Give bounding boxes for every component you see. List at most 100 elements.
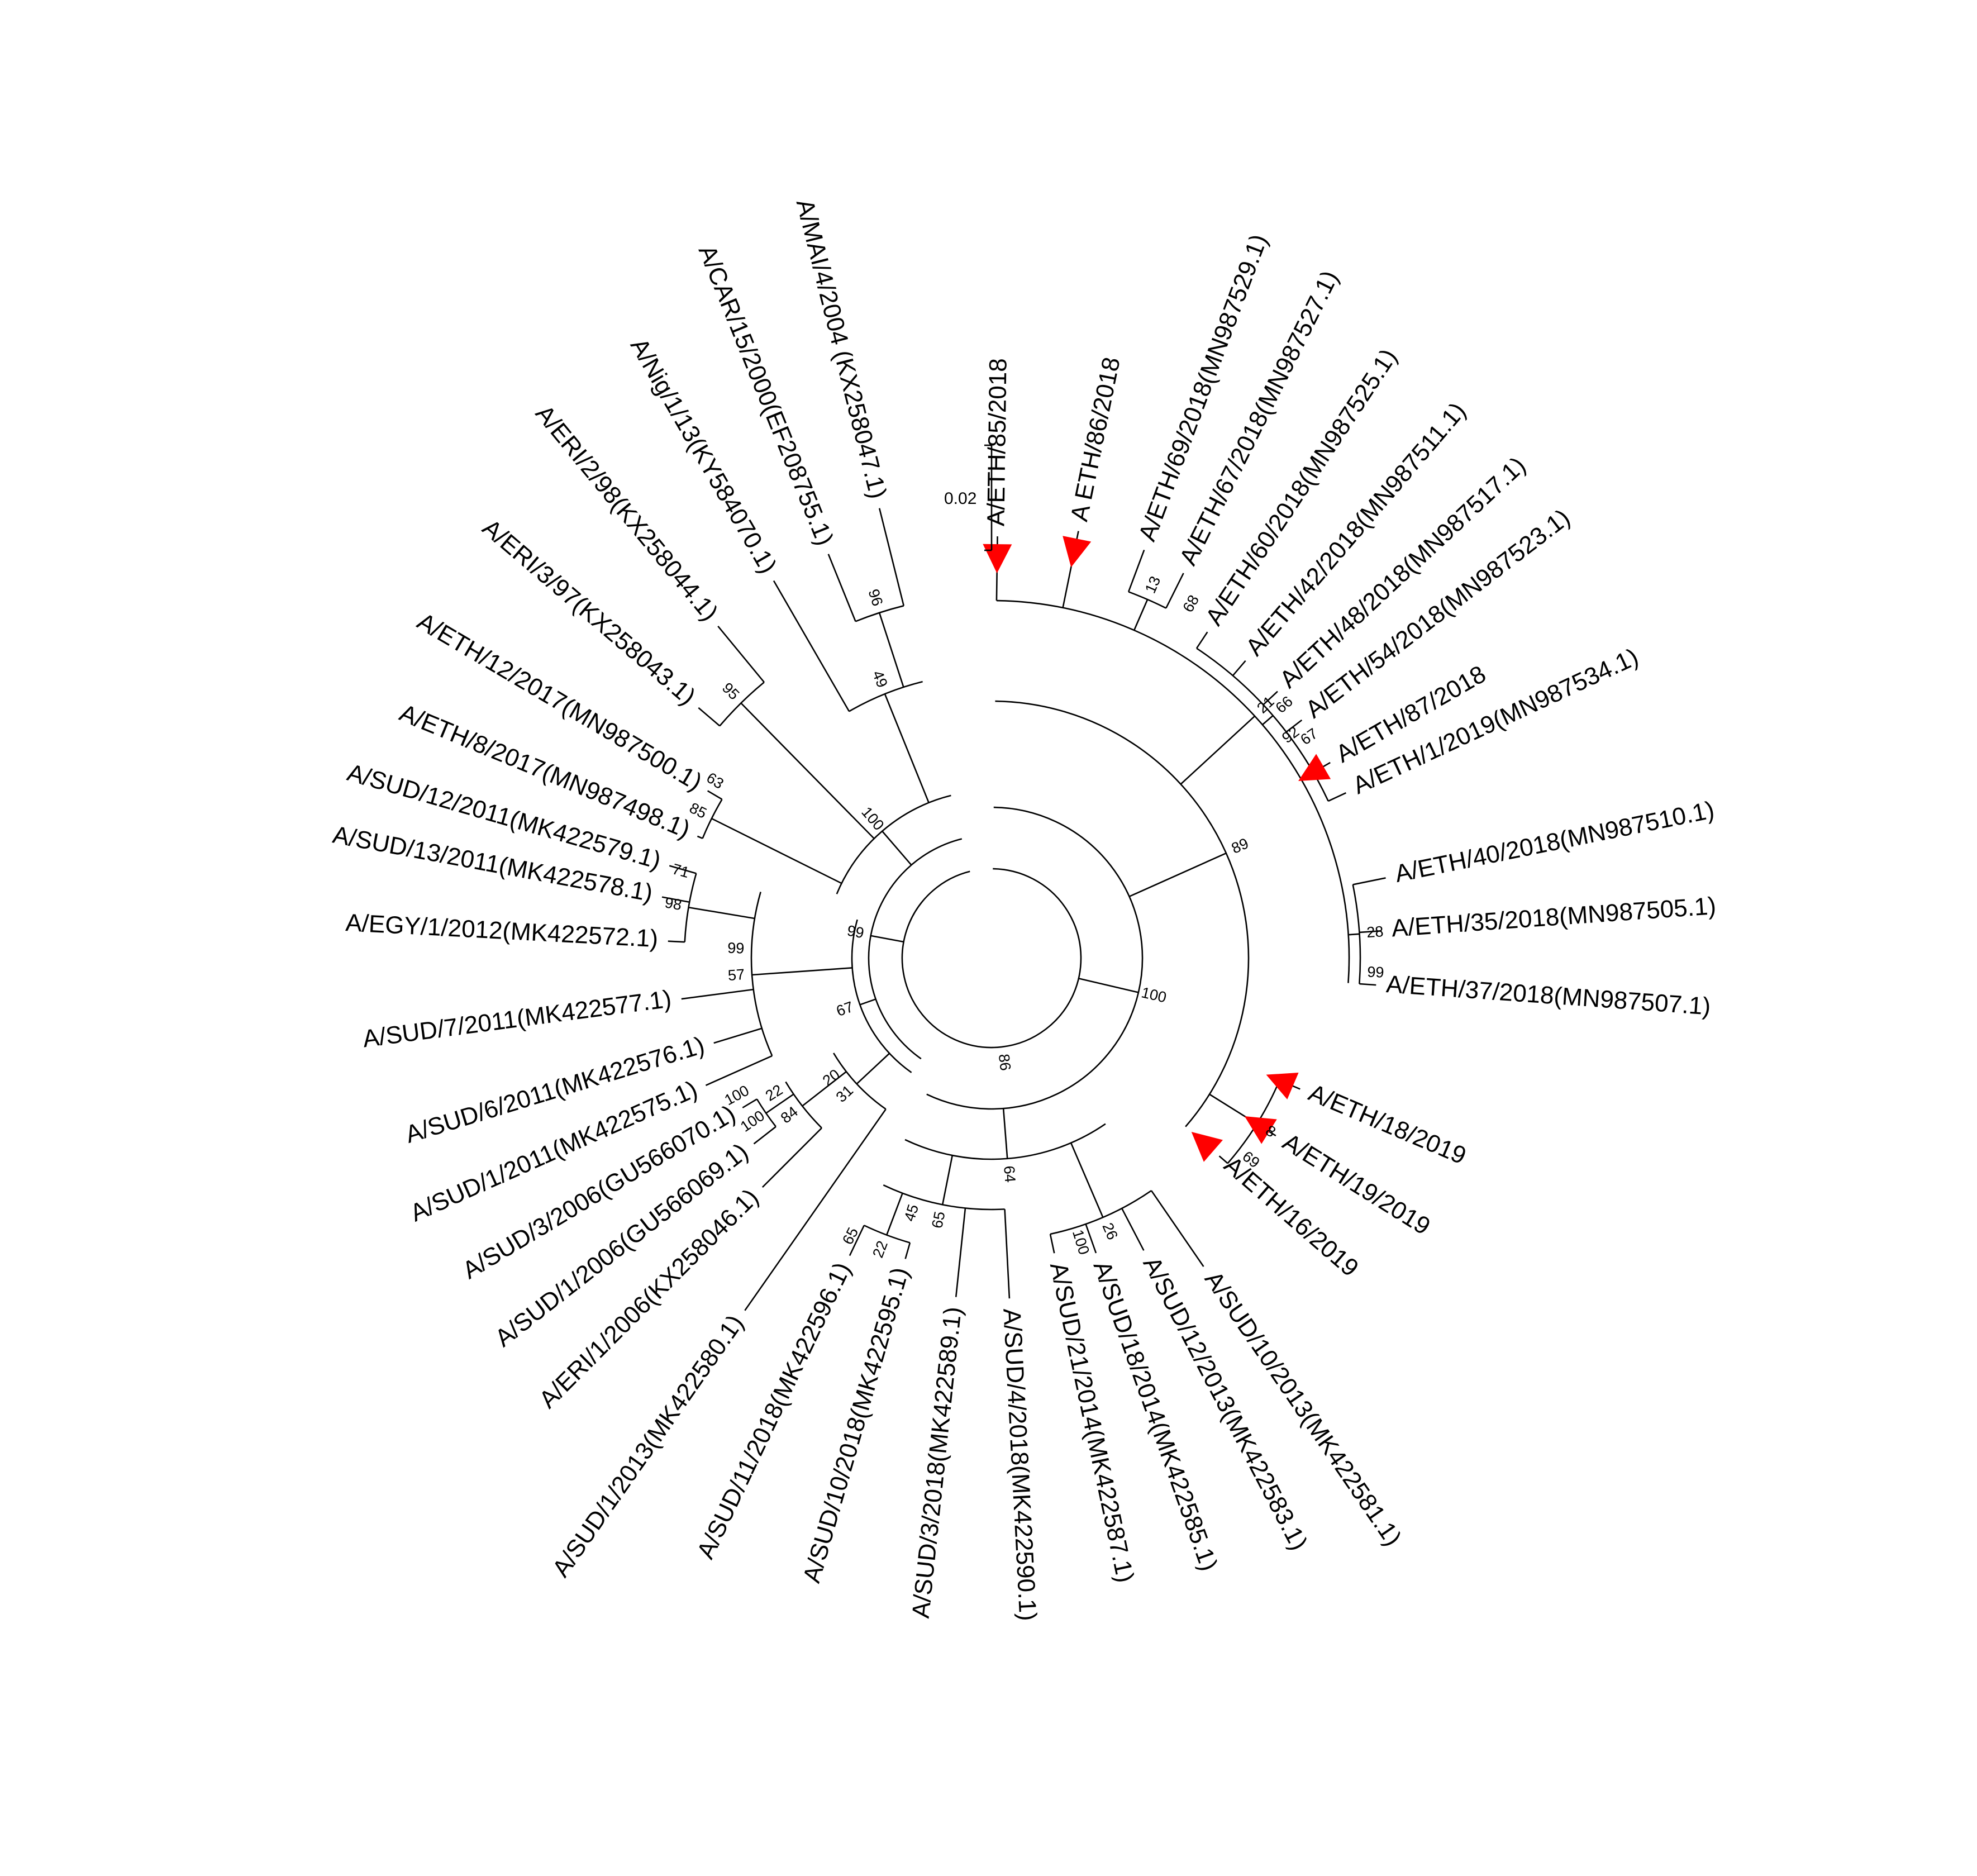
- bootstrap-value: 99: [846, 922, 865, 941]
- internal-branch: [1002, 1108, 1008, 1159]
- bootstrap-value: 57: [727, 966, 745, 984]
- tip-branch: [707, 790, 723, 800]
- taxon-label: A/EGY/1/2012(MK422572.1): [345, 909, 659, 953]
- clade-arc: [719, 682, 765, 727]
- tip-branch: [955, 1208, 966, 1297]
- taxon-label: A/SUD/3/2018(MK422589.1): [907, 1306, 967, 1620]
- red-triangle-marker: [1063, 536, 1092, 568]
- tip-branch: [742, 1098, 758, 1108]
- clade-arc: [868, 838, 963, 1060]
- bootstrap-value: 65: [839, 1225, 861, 1247]
- tip-branch: [827, 554, 856, 622]
- tip-branch: [1121, 1208, 1145, 1251]
- red-triangle-marker: [1266, 1073, 1299, 1099]
- bootstrap-labels: 2181366282665223184100579885954996896410…: [664, 574, 1384, 1260]
- tip-branch: [1127, 549, 1145, 592]
- taxon-label: A/ETH/40/2018(MN987510.1): [1393, 796, 1717, 888]
- bootstrap-value: 49: [869, 668, 891, 690]
- taxon-label: A/MAI/4/2004 (KX258047.1): [791, 197, 892, 502]
- tip-branch: [1195, 631, 1208, 649]
- tip-branch: [761, 1127, 822, 1188]
- tip-branch: [773, 580, 850, 712]
- scale-bar: 0.02: [944, 444, 993, 551]
- taxon-label: A ETH/86/2018: [1065, 355, 1126, 523]
- sample-markers: [983, 536, 1331, 1162]
- bootstrap-value: 99: [727, 940, 745, 957]
- red-triangle-marker: [1191, 1131, 1223, 1162]
- bootstrap-value: 22: [869, 1239, 891, 1260]
- red-triangle-marker: [1298, 754, 1331, 782]
- internal-branch: [1180, 715, 1255, 785]
- tip-branch: [705, 1055, 773, 1086]
- tip-branch: [713, 1027, 763, 1044]
- internal-branch: [1128, 852, 1227, 897]
- bootstrap-value: 100: [1140, 984, 1168, 1006]
- internal-branch: [1133, 599, 1149, 631]
- bootstrap-value: 13: [1142, 574, 1164, 596]
- clade-arc: [833, 1053, 887, 1110]
- bootstrap-value: 68: [1179, 592, 1202, 615]
- taxon-label: A/SUD/4/2018(MK422590.1): [998, 1308, 1041, 1622]
- internal-branch: [1078, 978, 1139, 993]
- tip-branch: [849, 1225, 865, 1256]
- tip-branch: [1150, 1190, 1204, 1267]
- taxon-label: A/ETH/69/2018(MN987529.1): [1133, 231, 1273, 545]
- bootstrap-value: 98: [664, 894, 683, 913]
- bootstrap-value: 99: [1367, 964, 1384, 981]
- bootstrap-value: 67: [1297, 725, 1321, 749]
- bootstrap-value: 67: [834, 998, 855, 1020]
- internal-branch: [870, 935, 904, 943]
- clade-arc: [901, 868, 1082, 1049]
- tip-branch: [717, 626, 765, 683]
- internal-branch: [711, 817, 842, 884]
- tip-branch: [753, 1126, 776, 1145]
- bootstrap-value: 100: [858, 803, 887, 834]
- internal-branch: [882, 830, 912, 866]
- internal-branch: [688, 906, 755, 920]
- bootstrap-value: 26: [1099, 1220, 1121, 1242]
- internal-branch: [751, 967, 852, 976]
- clade-arc: [926, 806, 1144, 1110]
- tip-branch: [1352, 877, 1386, 885]
- tip-branch: [1218, 1155, 1228, 1164]
- bootstrap-value: 45: [901, 1202, 922, 1223]
- bootstrap-value: 64: [1001, 1165, 1018, 1183]
- clade-arc: [851, 919, 912, 1073]
- taxon-label: A/ETH/85/2018: [982, 358, 1012, 527]
- tip-branch: [1049, 1234, 1055, 1254]
- internal-branch: [878, 612, 904, 688]
- clade-arc: [995, 700, 1250, 1127]
- bootstrap-value: 100: [737, 1107, 768, 1135]
- bootstrap-value: 22: [763, 1081, 785, 1104]
- taxon-label: A/ETH/37/2018(MN987507.1): [1385, 970, 1712, 1020]
- bootstrap-value: 84: [778, 1103, 801, 1126]
- internal-branch: [1070, 1142, 1104, 1218]
- tip-branch: [1004, 1209, 1011, 1299]
- tip-branch: [1359, 930, 1382, 934]
- internal-branch: [765, 1093, 794, 1114]
- taxon-label: A/ETH/35/2018(MN987505.1): [1390, 892, 1717, 942]
- tip-branch: [1263, 691, 1278, 706]
- internal-branch: [1261, 715, 1274, 726]
- internal-branch: [859, 998, 876, 1006]
- internal-branch: [886, 1193, 903, 1236]
- internal-branch: [884, 693, 930, 803]
- internal-branch: [740, 702, 875, 839]
- tip-branch: [1285, 719, 1303, 733]
- internal-branch: [856, 1053, 890, 1085]
- tip-branch: [1165, 573, 1184, 609]
- tree-branches: [661, 508, 1386, 1311]
- clade-arc: [996, 599, 1350, 983]
- bootstrap-value: 63: [703, 769, 726, 792]
- bootstrap-value: 28: [1366, 923, 1384, 941]
- tip-branch: [878, 508, 905, 606]
- tip-branch: [681, 988, 754, 1000]
- tip-branch: [661, 896, 690, 903]
- bootstrap-value: 86: [995, 1053, 1014, 1072]
- internal-branch: [1348, 933, 1360, 936]
- tip-branch: [904, 1242, 911, 1259]
- red-triangle-marker: [983, 544, 1012, 574]
- bootstrap-value: 89: [1229, 835, 1251, 857]
- bootstrap-value: 66: [1273, 693, 1296, 716]
